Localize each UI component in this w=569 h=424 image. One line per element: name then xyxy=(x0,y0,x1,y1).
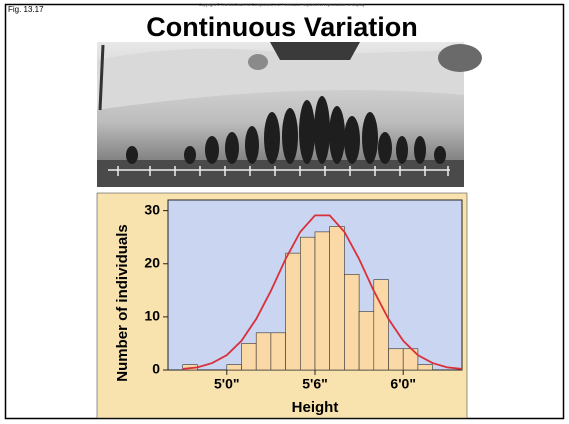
bar xyxy=(270,332,286,371)
x-tick-label: 5'6" xyxy=(302,376,328,392)
x-tick-label: 5'0" xyxy=(214,376,240,392)
y-tick-label: 0 xyxy=(152,361,160,377)
bar xyxy=(388,348,404,371)
bar xyxy=(285,252,301,371)
photo xyxy=(97,42,482,187)
bar xyxy=(299,236,316,371)
bar xyxy=(344,274,360,371)
bar xyxy=(241,343,257,371)
copyright: Copyright © The McGraw-Hill Companies, I… xyxy=(199,2,366,7)
bar xyxy=(314,231,330,371)
y-tick-label: 10 xyxy=(144,308,160,324)
y-tick-label: 20 xyxy=(144,254,160,270)
bar xyxy=(373,279,389,371)
chart-title: Continuous Variation xyxy=(146,12,418,42)
bar xyxy=(255,332,272,371)
y-axis-label: Number of individuals xyxy=(114,224,131,382)
bar xyxy=(226,364,242,371)
bar xyxy=(417,364,433,371)
figure-label: Fig. 13.17 xyxy=(8,5,44,14)
x-tick-label: 6'0" xyxy=(390,376,416,392)
fit-curve xyxy=(182,214,463,370)
bar xyxy=(329,226,345,371)
x-axis-label: Height xyxy=(292,399,339,416)
bar xyxy=(358,311,375,371)
y-tick-label: 30 xyxy=(144,201,160,217)
